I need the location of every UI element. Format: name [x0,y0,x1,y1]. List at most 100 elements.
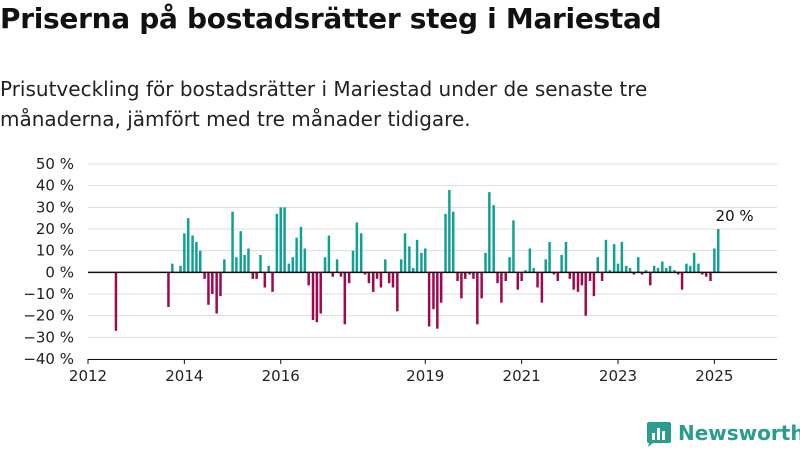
bar [652,265,656,273]
bar [211,272,214,294]
bar [315,272,319,323]
brand-name: Newsworthy [678,421,800,445]
bar [592,272,596,297]
bar [251,272,255,279]
x-tick-label: 2025 [695,367,733,385]
axes [88,271,777,360]
bar [632,272,636,275]
bar [548,242,551,273]
bar [620,242,624,273]
bar [411,268,415,273]
bar [271,272,274,292]
bar [259,255,262,273]
bar [692,252,696,273]
y-tick-label: 40 % [36,177,74,195]
bar [709,272,712,281]
bar [476,272,479,325]
bar [536,272,539,288]
bar [195,242,198,273]
bar [351,250,355,273]
bar [327,235,331,273]
bar [299,226,303,273]
bar [436,272,439,329]
x-tick-label: 2016 [262,367,300,385]
bar [520,272,523,281]
bar [508,257,511,273]
y-tick-label: −40 % [23,350,74,368]
bar [239,231,242,273]
bar [295,237,298,273]
bar [532,268,535,273]
bar [685,263,688,273]
bar [215,272,218,314]
bar [191,235,194,273]
bar [231,211,234,273]
bar [504,272,507,281]
bar [114,272,118,331]
bar [464,272,467,279]
bar [556,272,560,281]
bar [287,263,291,273]
bar [644,270,648,273]
bar [492,205,495,273]
bar [267,265,270,273]
x-tick-label: 2012 [69,367,107,385]
bar [528,248,532,273]
bar [676,272,680,275]
bar [572,272,575,290]
bar [713,248,716,273]
x-tick-label: 2019 [406,367,444,385]
y-tick-label: −30 % [23,328,74,346]
bar [186,218,190,273]
bar [552,272,556,275]
bar [335,259,339,273]
bar [255,272,258,279]
bar [311,272,315,320]
bar [171,263,174,273]
bar [367,272,371,284]
bar [604,239,608,273]
bar [564,242,568,273]
bar [484,252,487,273]
bar [444,213,447,273]
bar [439,272,443,303]
bar [524,270,527,273]
x-axis-ticks: 2012 2014 2016 2019 2021 2023 2025 [69,359,733,385]
bar [263,272,267,288]
bar [468,272,471,275]
bar [323,257,327,273]
bar [307,272,310,286]
data-label: 20 % [716,207,754,225]
bar [512,220,515,273]
bar [596,257,600,273]
brand-logo: Newsworthy [644,418,800,448]
y-tick-label: 10 % [36,242,74,260]
bar [235,257,238,273]
bar [689,265,692,273]
x-tick-label: 2023 [599,367,637,385]
bar [608,270,612,273]
bar [697,263,700,273]
bar [199,250,202,273]
bar [664,268,668,273]
bar [283,207,286,273]
bar [496,272,499,284]
bar [207,272,210,305]
bar [359,233,363,273]
bar [384,259,387,273]
bar [167,272,170,307]
bar [279,207,282,273]
bar [516,272,520,290]
bar [600,272,604,281]
bar [275,213,279,273]
bar-chart-logo-icon [647,422,671,447]
bar [408,246,411,273]
y-tick-label: −20 % [23,307,74,325]
bar [247,248,250,273]
bar [363,272,367,275]
bar [500,272,503,303]
y-tick-label: 50 % [36,155,74,173]
bar [628,268,632,273]
bar [347,272,351,284]
bar [661,261,664,273]
